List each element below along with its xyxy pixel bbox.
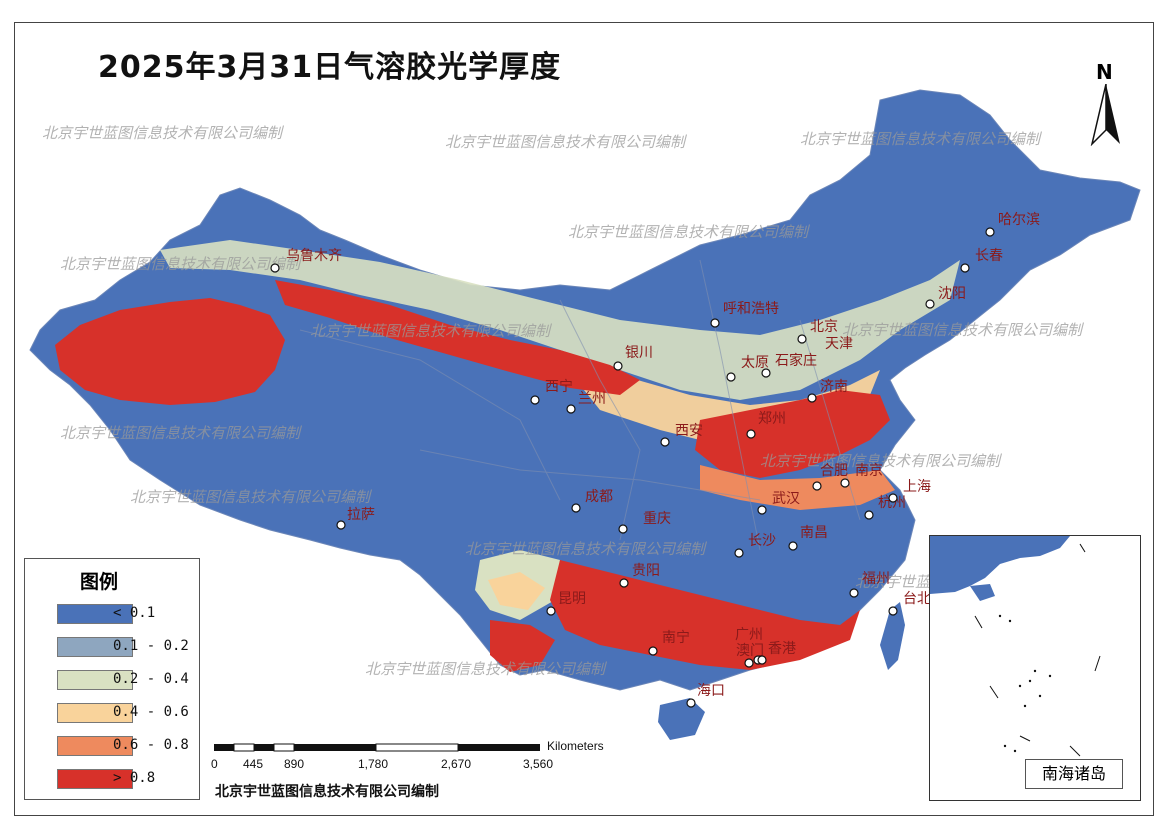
legend-label: < 0.1 [113,605,156,621]
legend-label: > 0.8 [113,770,156,786]
scale-tick: 1,780 [358,757,389,771]
credit-text: 北京宇世蓝图信息技术有限公司编制 [215,784,439,800]
legend-label: 0.6 - 0.8 [113,737,189,753]
north-arrow-label: N [1096,60,1113,84]
city-label: 香港 [768,641,796,657]
city-label: 石家庄 [775,353,817,369]
city-label: 武汉 [772,491,800,507]
legend-swatch [57,604,133,624]
city-label: 北京 [810,319,838,335]
legend-label: 0.4 - 0.6 [113,704,189,720]
south-sea-inset [929,535,1141,801]
city-label: 澳门 [736,643,764,659]
city-label: 沈阳 [938,286,966,302]
watermark: 北京宇世蓝图信息技术有限公司编制 [445,133,686,151]
city-label: 上海 [903,479,931,495]
watermark: 北京宇世蓝图信息技术有限公司编制 [568,223,809,241]
watermark: 北京宇世蓝图信息技术有限公司编制 [130,488,371,506]
taiwan-island [880,602,905,670]
city-label: 郑州 [758,411,786,427]
north-arrow-icon [1090,84,1120,146]
hainan-island [658,698,705,740]
aod-high-hexi [275,280,640,395]
inset-label: 南海诸岛 [1025,759,1123,789]
scale-tick: 3,560 [523,757,554,771]
map-frame [14,22,1154,816]
city-label: 昆明 [558,591,586,607]
legend-title: 图例 [80,571,119,593]
aod-high-south [550,560,860,670]
map-title: 2025年3月31日气溶胶光学厚度 [98,50,562,85]
watermark: 北京宇世蓝图信息技术有限公司编制 [310,322,551,340]
city-label: 西宁 [545,379,573,395]
city-label: 长春 [975,248,1003,264]
aod-band-light-north [160,240,960,400]
legend-label: 0.2 - 0.4 [113,671,189,687]
city-label: 长沙 [748,533,776,549]
inset-map [930,536,1101,757]
scale-tick: 2,670 [441,757,472,771]
legend-swatch [57,670,133,690]
scale-tick: 445 [243,757,264,771]
city-label: 银川 [625,345,653,361]
watermark: 北京宇世蓝图信息技术有限公司编制 [60,424,301,442]
city-label: 南京 [855,463,883,479]
city-label: 乌鲁木齐 [286,248,342,264]
city-label: 拉萨 [347,507,375,523]
watermark: 北京宇世蓝图信息技术有限公司编制 [42,124,283,142]
city-label: 西安 [675,423,703,439]
legend-swatch [57,736,133,756]
legend-label: 0.1 - 0.2 [113,638,189,654]
watermark: 北京宇世蓝图信息技术有限公司编制 [60,255,301,273]
scale-unit: Kilometers [547,739,604,753]
legend-swatch [57,769,133,789]
watermark: 北京宇世蓝图信息技术有限公司编制 [465,540,706,558]
city-label: 太原 [741,355,769,371]
legend: 图例 < 0.1 0.1 - 0.2 0.2 - 0.4 0.4 - 0.6 0… [24,558,200,800]
city-label: 杭州 [878,495,906,511]
aod-high-east [695,390,890,478]
watermark: 北京宇世蓝图信息技术有限公司编制 [365,660,606,678]
legend-swatch [57,637,133,657]
scale-bar [214,743,540,752]
city-label: 合肥 [820,463,848,479]
aod-high-yunnan-south [490,620,555,672]
aod-band-yunnan-orange [488,572,545,610]
watermark: 北京宇世蓝图信息技术有限公司编制 [800,130,1041,148]
scale-tick: 890 [284,757,305,771]
province-boundaries [299,259,861,551]
city-label: 台北 [903,591,931,607]
scale-tick: 0 [211,757,218,771]
city-label: 贵阳 [632,563,660,579]
aod-high-tarim [55,298,285,405]
city-label: 天津 [825,336,853,352]
watermark: 北京宇世蓝图信息技术有限公司编制 [842,321,1083,339]
legend-swatch [57,703,133,723]
city-label: 重庆 [643,511,671,527]
city-label: 兰州 [578,391,606,407]
watermark: 北京宇世蓝图信息技术有限公司编制 [760,452,1001,470]
city-label: 哈尔滨 [998,212,1040,228]
city-label: 南昌 [800,525,828,541]
city-label: 海口 [697,683,725,699]
city-label: 广州 [735,627,763,643]
city-label: 成都 [585,489,613,505]
city-label: 呼和浩特 [723,301,779,317]
city-label: 福州 [862,571,890,587]
city-label: 济南 [820,379,848,395]
city-label: 南宁 [662,630,690,646]
aod-high-yangtze [700,465,895,510]
